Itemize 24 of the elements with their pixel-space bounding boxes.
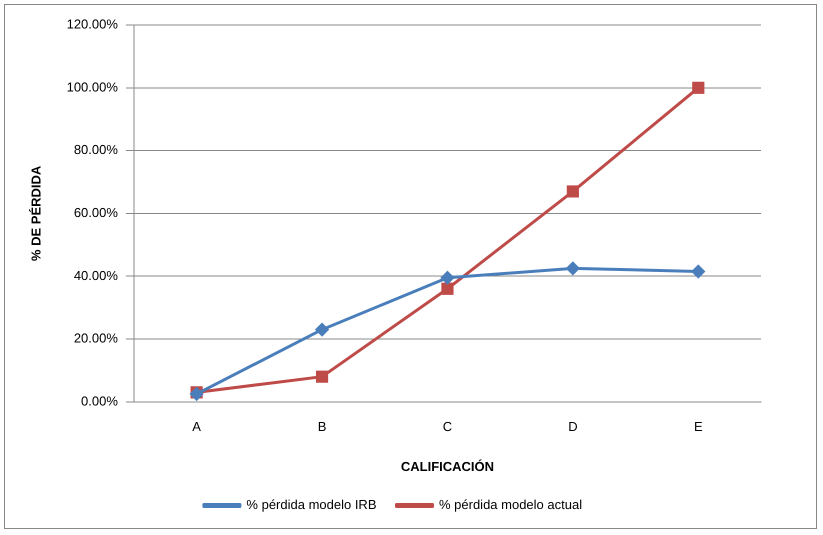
x-tick-label: A [192, 419, 202, 434]
point [316, 323, 329, 336]
legend-label: % pérdida modelo IRB [246, 497, 376, 512]
y-tick-label: 80.00% [74, 142, 118, 158]
y-tick-label: 40.00% [74, 268, 118, 283]
y-tick-label: 120.00% [66, 16, 118, 32]
point [692, 82, 704, 94]
x-tick-label: D [568, 419, 578, 434]
point [441, 282, 454, 295]
point [566, 185, 579, 198]
y-tick-label: 0.00% [81, 393, 118, 408]
y-axis-title: % DE PÉRDIDA [28, 165, 44, 262]
x-axis-title: CALIFICACIÓN [400, 458, 494, 474]
point [566, 262, 580, 275]
point [692, 264, 705, 278]
x-tick-label: C [442, 419, 452, 434]
y-tick-label: 20.00% [74, 330, 118, 346]
x-tick-label: E [694, 419, 703, 434]
point [440, 271, 454, 284]
y-tick-label: 100.00% [66, 79, 118, 94]
point [316, 370, 328, 383]
legend-label: % pérdida modelo actual [438, 497, 582, 512]
y-tick-label: 60.00% [74, 204, 118, 220]
x-tick-label: B [318, 419, 326, 434]
